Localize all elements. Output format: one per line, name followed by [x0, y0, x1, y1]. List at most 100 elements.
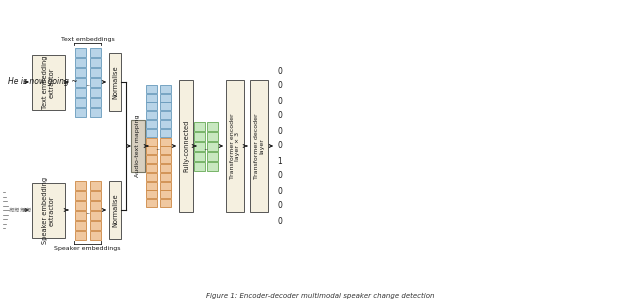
- Text: 1: 1: [278, 157, 282, 165]
- Text: 0: 0: [278, 171, 282, 181]
- Bar: [179, 80, 193, 212]
- Bar: [145, 111, 157, 119]
- Bar: [74, 88, 86, 96]
- Bar: [90, 230, 100, 240]
- Bar: [74, 220, 86, 230]
- Bar: [159, 120, 170, 128]
- Text: 0: 0: [278, 126, 282, 136]
- Bar: [74, 67, 86, 77]
- Bar: [207, 122, 218, 130]
- Bar: [226, 80, 244, 212]
- Bar: [145, 164, 157, 172]
- Text: Text embedding
extractor: Text embedding extractor: [42, 56, 55, 109]
- Text: Audio-text mapping: Audio-text mapping: [136, 115, 141, 177]
- Bar: [74, 210, 86, 219]
- Text: ..: ..: [85, 80, 90, 88]
- Text: 0: 0: [278, 202, 282, 210]
- Bar: [74, 98, 86, 106]
- Bar: [90, 78, 100, 87]
- Text: ..: ..: [203, 143, 208, 153]
- Bar: [145, 173, 157, 181]
- Text: 0: 0: [278, 112, 282, 120]
- Text: 0: 0: [278, 81, 282, 91]
- Bar: [159, 190, 170, 199]
- Bar: [193, 151, 205, 161]
- Bar: [207, 151, 218, 161]
- Bar: [32, 55, 65, 110]
- Bar: [90, 181, 100, 189]
- Text: 0: 0: [278, 141, 282, 150]
- Bar: [109, 181, 121, 239]
- Bar: [145, 181, 157, 190]
- Bar: [159, 85, 170, 93]
- Bar: [193, 122, 205, 130]
- Bar: [145, 138, 157, 146]
- Text: Speaker embedding
extractor: Speaker embedding extractor: [42, 177, 55, 244]
- Text: 0: 0: [278, 96, 282, 105]
- Bar: [145, 147, 157, 154]
- Text: 0: 0: [278, 186, 282, 195]
- Bar: [159, 147, 170, 154]
- Text: Normalise: Normalise: [112, 193, 118, 227]
- Bar: [250, 80, 268, 212]
- Bar: [109, 53, 121, 111]
- Bar: [74, 201, 86, 209]
- Bar: [145, 155, 157, 163]
- Bar: [159, 199, 170, 207]
- Bar: [145, 190, 157, 199]
- Bar: [90, 47, 100, 57]
- Bar: [131, 120, 145, 172]
- Bar: [74, 181, 86, 189]
- Bar: [193, 132, 205, 140]
- Bar: [74, 57, 86, 67]
- Text: He is now going ~: He is now going ~: [8, 78, 77, 87]
- Bar: [159, 164, 170, 172]
- Bar: [90, 210, 100, 219]
- Text: ≋≋≋≋: ≋≋≋≋: [8, 207, 31, 213]
- Bar: [90, 108, 100, 116]
- Bar: [90, 201, 100, 209]
- Bar: [74, 230, 86, 240]
- Text: Figure 1: Encoder-decoder multimodal speaker change detection: Figure 1: Encoder-decoder multimodal spe…: [205, 293, 435, 299]
- Bar: [74, 191, 86, 199]
- Bar: [90, 88, 100, 96]
- Text: Transformer encoder
layer × 3: Transformer encoder layer × 3: [230, 113, 241, 179]
- Text: 0: 0: [278, 216, 282, 226]
- Text: ..: ..: [156, 143, 161, 153]
- Bar: [145, 102, 157, 110]
- Text: Normalise: Normalise: [112, 65, 118, 99]
- Bar: [90, 57, 100, 67]
- Bar: [90, 220, 100, 230]
- Bar: [159, 138, 170, 146]
- Bar: [145, 199, 157, 207]
- Bar: [159, 102, 170, 110]
- Text: Transformer decoder
layer: Transformer decoder layer: [253, 113, 264, 179]
- Bar: [74, 47, 86, 57]
- Bar: [159, 94, 170, 102]
- Bar: [90, 191, 100, 199]
- Bar: [207, 141, 218, 150]
- Bar: [159, 181, 170, 190]
- Bar: [32, 183, 65, 238]
- Bar: [193, 141, 205, 150]
- Bar: [145, 85, 157, 93]
- Bar: [193, 161, 205, 171]
- Bar: [90, 98, 100, 106]
- Bar: [159, 155, 170, 163]
- Bar: [90, 67, 100, 77]
- Bar: [159, 129, 170, 137]
- Bar: [159, 111, 170, 119]
- Bar: [207, 161, 218, 171]
- Text: 0: 0: [278, 67, 282, 75]
- Bar: [159, 173, 170, 181]
- Text: Text embeddings: Text embeddings: [61, 37, 115, 42]
- Bar: [74, 78, 86, 87]
- Text: ..: ..: [85, 208, 90, 216]
- Bar: [74, 108, 86, 116]
- Text: Fully-connected: Fully-connected: [183, 120, 189, 172]
- Bar: [145, 94, 157, 102]
- Bar: [207, 132, 218, 140]
- Bar: [145, 129, 157, 137]
- Bar: [145, 120, 157, 128]
- Text: Speaker embeddings: Speaker embeddings: [54, 246, 121, 251]
